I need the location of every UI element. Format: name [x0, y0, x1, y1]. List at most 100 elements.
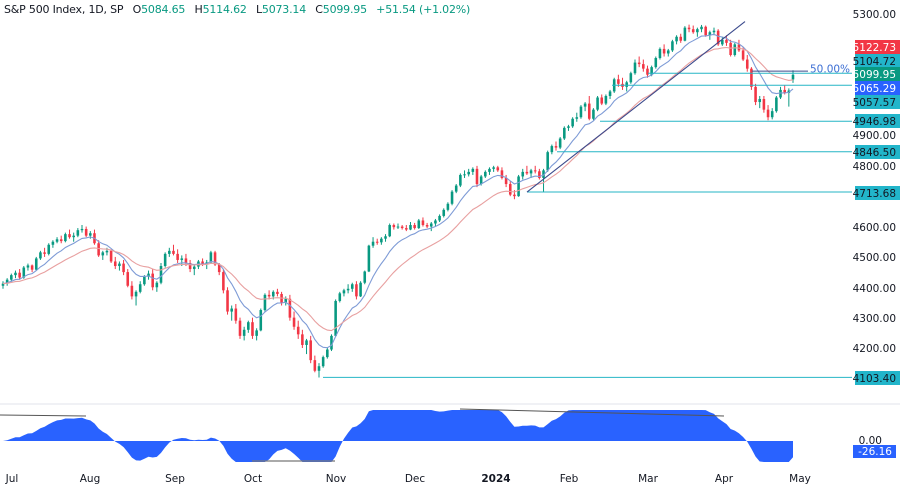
- candle-body: [163, 253, 167, 267]
- price-tag-label: 5099.95: [853, 69, 896, 81]
- candle-body: [737, 44, 741, 51]
- candle-body: [492, 167, 495, 169]
- candle-body: [521, 171, 525, 177]
- candle-body: [309, 340, 312, 361]
- candle-body: [371, 241, 375, 246]
- price-tick: 4300.00: [853, 313, 896, 325]
- candle-body: [504, 177, 508, 185]
- close-value: 5099.95: [322, 3, 367, 16]
- candle-body: [587, 103, 591, 119]
- trendline[interactable]: [526, 21, 746, 193]
- candle-body: [138, 284, 142, 292]
- price-tag-5104.72: [855, 54, 900, 68]
- candle-body: [762, 99, 766, 110]
- candle-body: [646, 68, 649, 75]
- candle-body: [159, 266, 163, 283]
- candle-body: [330, 335, 333, 350]
- candle-body: [666, 50, 670, 54]
- candlestick-series: [1, 24, 795, 378]
- candle-body: [405, 228, 408, 230]
- candle-body: [267, 294, 271, 297]
- candle-body: [43, 252, 46, 254]
- candle-body: [409, 225, 412, 230]
- candle-body: [479, 176, 483, 185]
- price-tag-label: 5122.73: [853, 42, 896, 54]
- candle-body: [355, 284, 358, 297]
- candle-body: [729, 42, 732, 55]
- candle-body: [592, 109, 595, 119]
- candle-body: [488, 168, 491, 172]
- candle-body: [770, 111, 774, 118]
- open-label: O: [132, 3, 142, 16]
- candle-body: [180, 258, 184, 260]
- candle-body: [222, 272, 225, 291]
- time-tick-may: May: [789, 473, 811, 485]
- candle-body: [172, 250, 175, 254]
- candle-body: [446, 203, 450, 210]
- candle-body: [563, 127, 566, 139]
- candle-body: [292, 317, 296, 327]
- symbol-title[interactable]: S&P 500 Index, 1D, SP: [4, 3, 124, 16]
- candle-body: [130, 285, 134, 297]
- candle-body: [712, 30, 716, 33]
- candle-body: [750, 68, 753, 87]
- candle-body: [97, 243, 100, 256]
- time-tick-dec: Dec: [405, 473, 426, 485]
- price-tick: 4200.00: [853, 343, 896, 355]
- candle-body: [429, 223, 433, 227]
- price-tag-5099.95: [855, 67, 900, 81]
- candle-body: [55, 239, 59, 242]
- candle-body: [671, 41, 674, 51]
- candle-body: [600, 97, 604, 104]
- candle-body: [654, 58, 658, 68]
- candle-body: [18, 272, 21, 278]
- price-tag-label: 5104.72: [853, 56, 896, 68]
- candle-body: [47, 244, 51, 254]
- candle-body: [380, 238, 383, 243]
- moving-averages: [2, 33, 794, 349]
- price-axis[interactable]: 5300.00 4900.00 4800.00 4600.00 4500.00 4400.…: [853, 9, 896, 355]
- price-tag-4846.50: [855, 145, 900, 159]
- price-tag-label: 5065.29: [853, 83, 896, 95]
- price-tag-label: 4713.68: [853, 188, 896, 200]
- candle-body: [579, 106, 583, 118]
- time-axis[interactable]: Jul Aug Sep Oct Nov Dec 2024 Feb Mar Apr May: [5, 473, 811, 485]
- candle-body: [629, 73, 633, 83]
- candle-body: [567, 126, 570, 128]
- candle-body: [538, 171, 541, 178]
- time-tick-oct: Oct: [244, 473, 262, 485]
- candle-body: [467, 171, 470, 175]
- price-tag-4946.98: [855, 114, 900, 128]
- slow-ma-line: [2, 46, 794, 332]
- candle-body: [388, 225, 391, 237]
- candle-body: [700, 26, 703, 30]
- candle-body: [679, 36, 683, 41]
- candle-body: [571, 118, 574, 127]
- drawing-lines[interactable]: 50.00%: [323, 21, 852, 378]
- candle-body: [400, 226, 404, 229]
- candle-body: [76, 230, 80, 236]
- fast-ma-line: [2, 33, 794, 349]
- candle-body: [234, 308, 238, 321]
- candle-body: [484, 171, 487, 177]
- candle-body: [80, 228, 84, 231]
- osc-divergence-line-1[interactable]: [0, 414, 87, 417]
- oscillator-area: [3, 410, 793, 462]
- time-tick-jul: Jul: [5, 473, 19, 485]
- candle-body: [34, 258, 38, 270]
- candle-body: [642, 64, 645, 69]
- osc-value-label: -26.16: [858, 446, 892, 458]
- price-tag-5057.57: [855, 95, 900, 109]
- candle-body: [176, 253, 179, 260]
- candle-body: [542, 170, 545, 178]
- price-tag-label: 5057.57: [853, 97, 896, 109]
- candle-body: [596, 97, 599, 110]
- osc-divergence-line-3[interactable]: [459, 408, 725, 417]
- candle-body: [5, 279, 9, 284]
- candle-body: [39, 252, 42, 259]
- candle-body: [192, 266, 196, 270]
- candle-body: [442, 209, 446, 216]
- high-value: 5114.62: [202, 3, 247, 16]
- low-label: L: [255, 3, 262, 16]
